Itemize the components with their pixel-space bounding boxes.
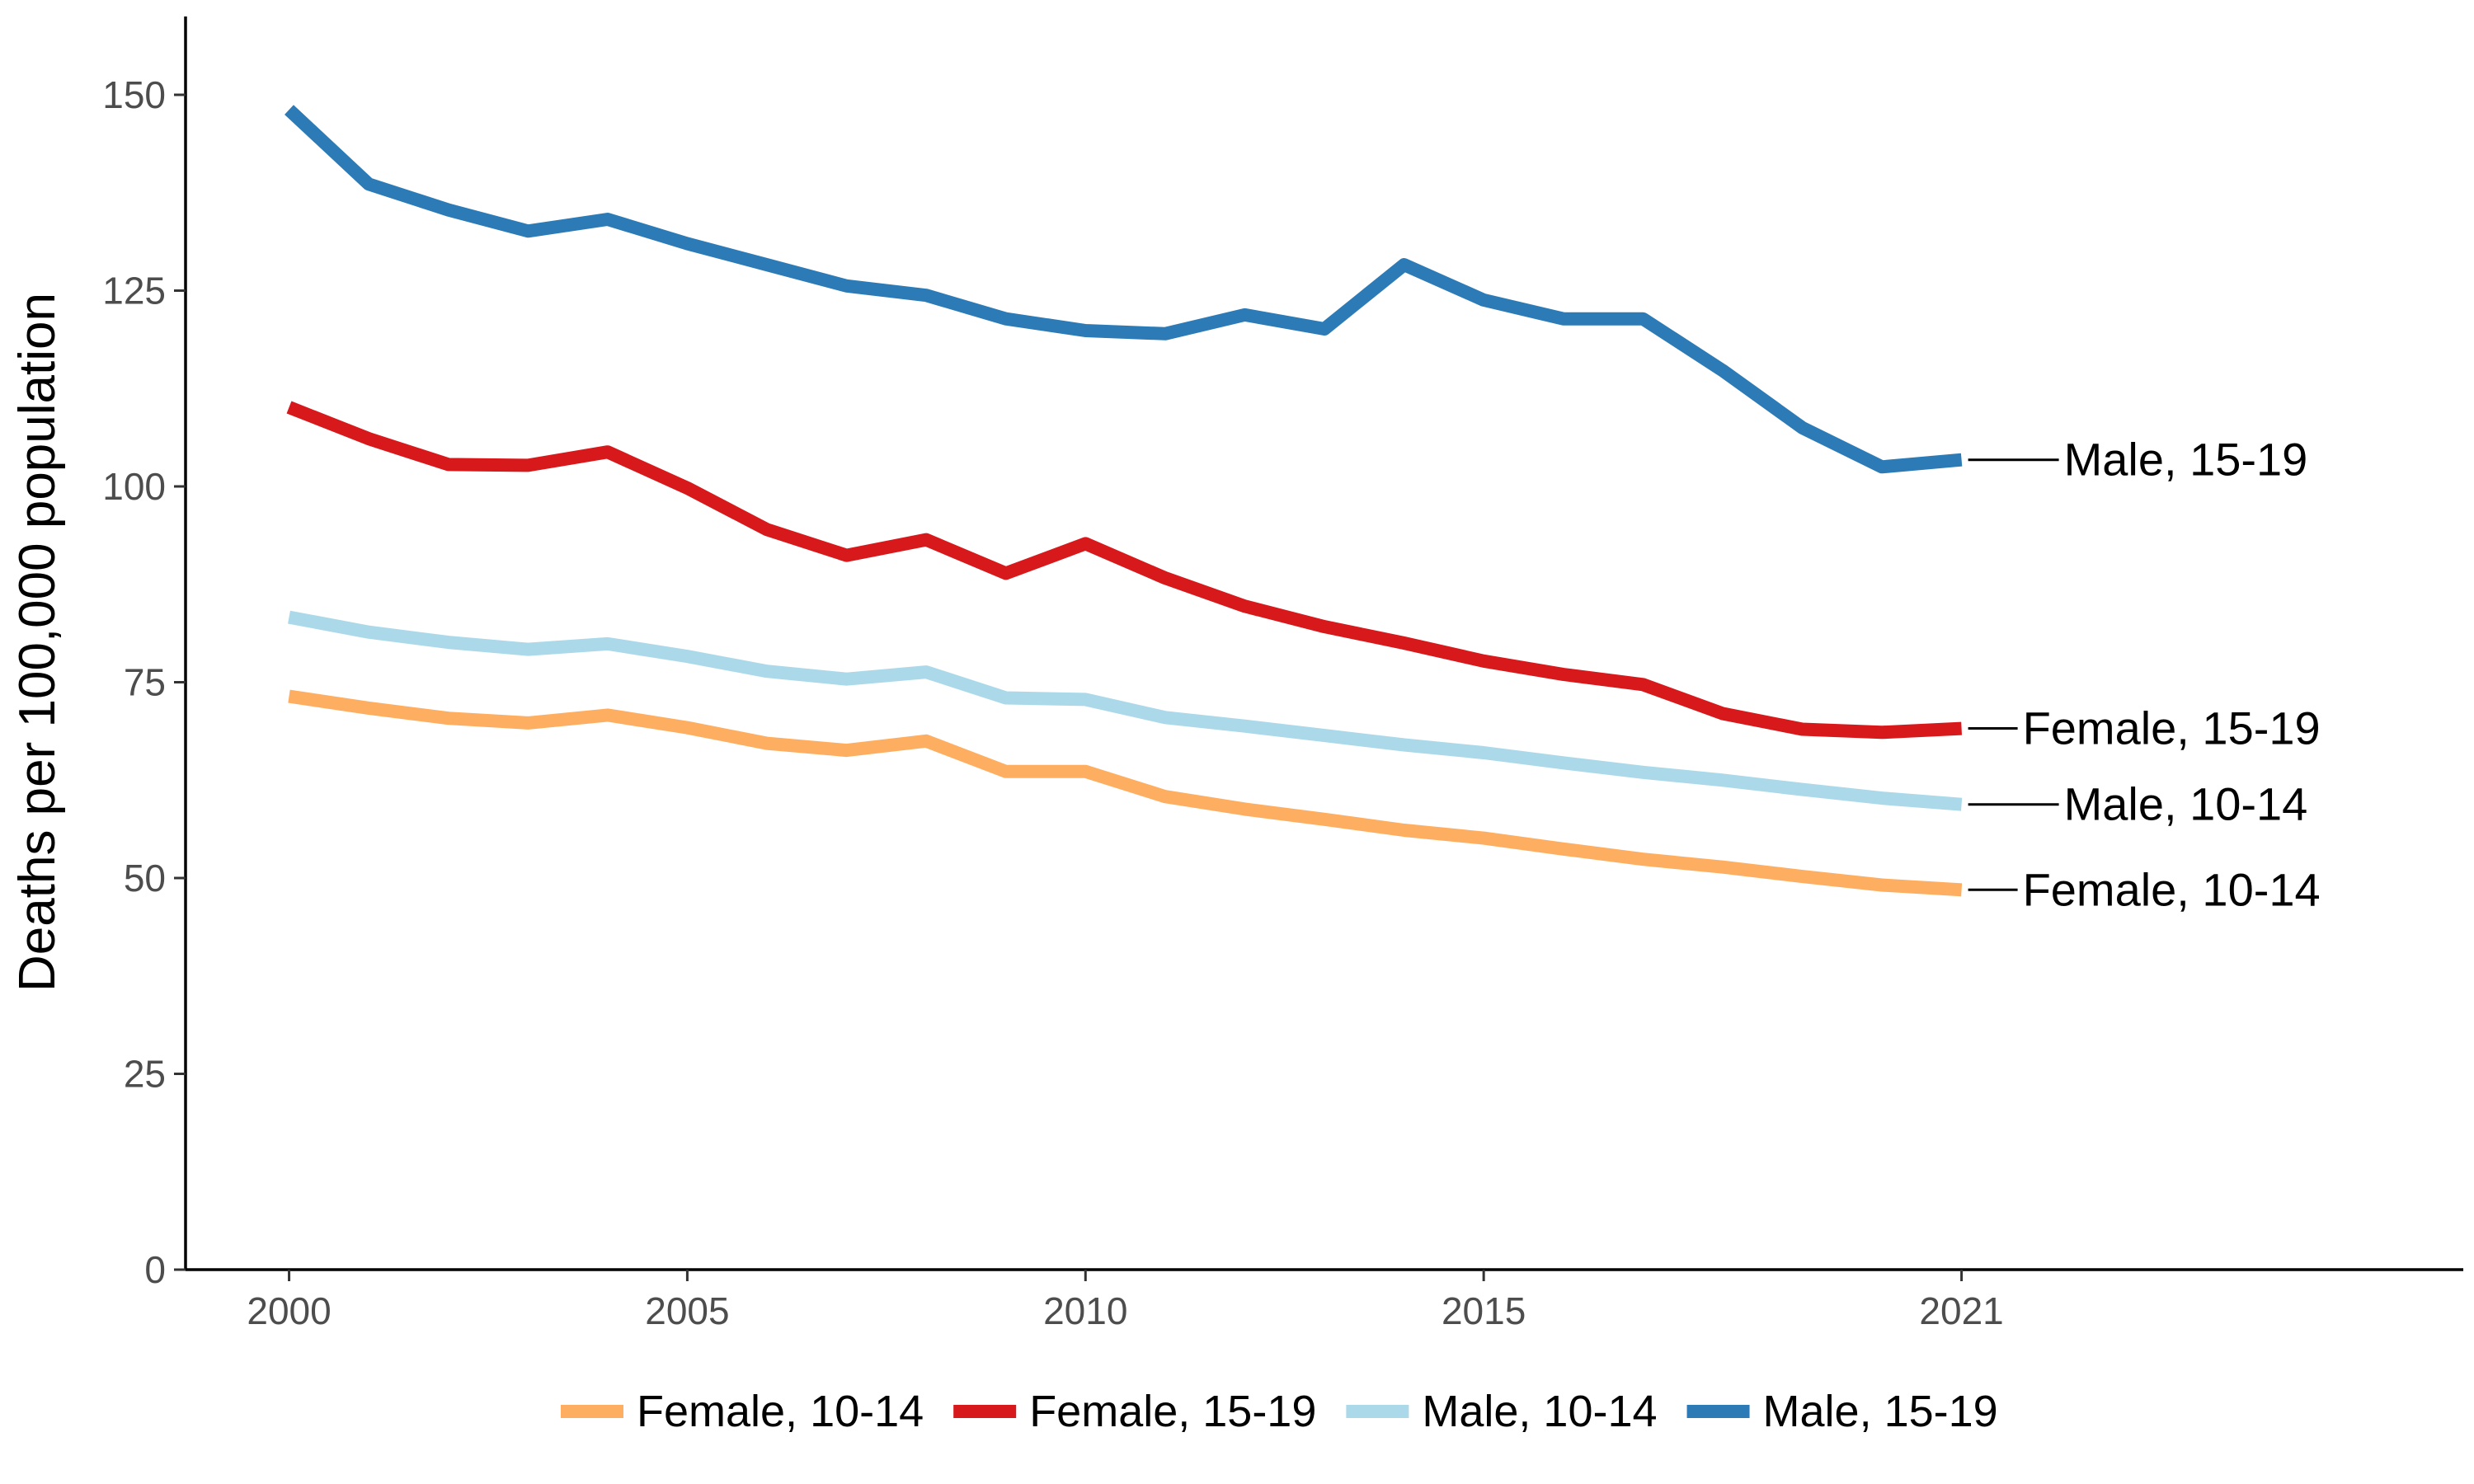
axes: 0 25 50 75 100 125 150 2000 2005 2010 2015 2021 [102,16,2463,1332]
y-axis-title: Deaths per 100,000 population [9,293,66,992]
x-tick-label: 2015 [1442,1289,1526,1332]
x-tick-label: 2000 [247,1289,331,1332]
legend: Female, 10-14 Female, 15-19 Male, 10-14 Mal… [561,1387,1998,1436]
y-tick-label: 25 [124,1053,166,1096]
plot-lines [285,105,1963,897]
y-tick-label: 150 [102,73,166,116]
series-line-female-15-19 [286,401,1962,740]
x-tick-label: 2005 [645,1289,729,1332]
end-label: Female, 15-19 [2023,702,2321,754]
series-line-male-15-19 [285,105,1963,474]
x-tick-label: 2021 [1919,1289,2003,1332]
legend-label: Male, 15-19 [1763,1387,1998,1436]
y-tick-label: 50 [124,857,166,899]
y-tick-label: 75 [124,661,166,704]
y-tick-label: 125 [102,270,166,312]
end-label: Female, 10-14 [2023,863,2321,915]
x-tick-label: 2010 [1043,1289,1127,1332]
legend-label: Female, 15-19 [1029,1387,1316,1436]
legend-label: Male, 10-14 [1422,1387,1657,1436]
end-labels: Male, 15-19 Female, 15-19 Male, 10-14 Femal… [1968,434,2321,915]
series-line-female-10-14 [288,689,1963,897]
legend-label: Female, 10-14 [637,1387,924,1436]
y-tick-label: 100 [102,465,166,508]
end-label: Male, 10-14 [2064,778,2308,830]
y-tick-label: 0 [144,1248,166,1291]
series-line-male-10-14 [288,610,1963,811]
end-label: Male, 15-19 [2064,434,2308,486]
